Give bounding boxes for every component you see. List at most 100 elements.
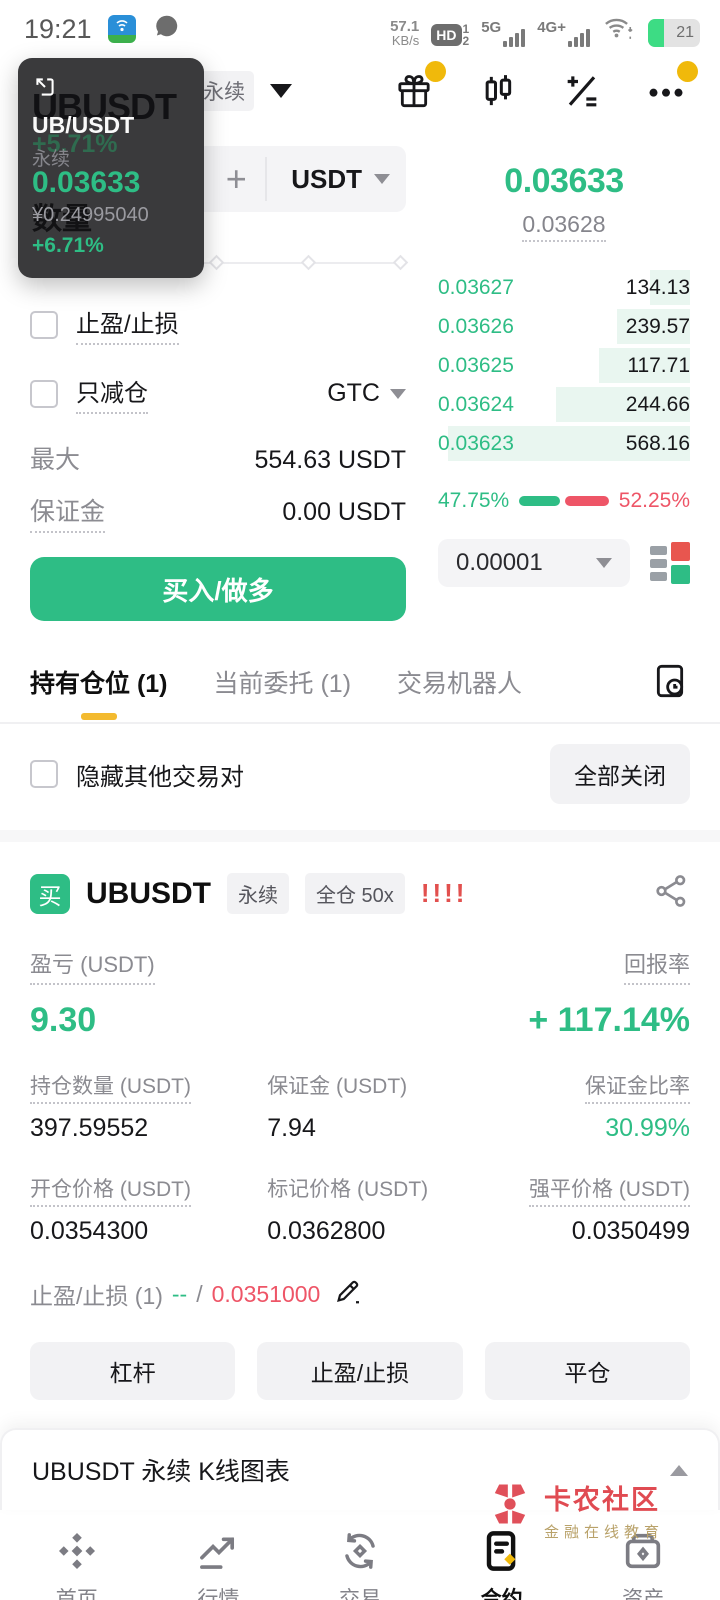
plus-stepper-button[interactable]: + — [225, 158, 247, 199]
sell-ratio-bar — [564, 496, 609, 506]
contract-type-badge: 永续 — [194, 71, 255, 111]
ghost-symbol-text: UBUSDT — [32, 86, 177, 127]
orderbook-row[interactable]: 0.03626 239.57 — [438, 307, 690, 346]
entry-price-label: 开仓价格 (USDT) — [30, 1178, 191, 1207]
depth-bar — [599, 348, 690, 383]
tooltip-fiat-price: ¥0.24995040 — [32, 204, 149, 226]
chart-candles-button[interactable] — [478, 71, 518, 111]
roe-label: 回报率 — [623, 947, 690, 985]
orderbook-row[interactable]: 0.03627 134.13 — [438, 268, 690, 307]
tab-trading-bots[interactable]: 交易机器人 — [397, 669, 523, 698]
margin-ratio-label: 保证金比率 — [584, 1075, 690, 1104]
tick-size-dropdown[interactable]: 0.00001 — [438, 539, 630, 587]
nav-contracts[interactable]: 合约 — [431, 1528, 573, 1600]
max-value: 554.63 USDT — [254, 446, 406, 474]
position-type-badge: 永续 — [227, 873, 289, 914]
take-profit-value: -- — [171, 1280, 188, 1307]
share-button[interactable] — [652, 872, 690, 915]
roe-value: + 117.14% — [528, 1001, 690, 1039]
kline-title: UBUSDT 永续 K线图表 — [32, 1458, 290, 1486]
mark-price: 0.03628 — [522, 211, 606, 242]
sell-ratio: 52.25% — [618, 489, 690, 512]
position-symbol: UBUSDT — [86, 876, 211, 910]
time-in-force-dropdown[interactable]: GTC — [327, 379, 406, 408]
chat-bubble-icon — [152, 12, 182, 47]
tpsl-checkbox[interactable] — [30, 310, 58, 339]
tooltip-contract-type: 永续 — [32, 149, 71, 170]
margin-mode-badge: 全仓 50x — [305, 873, 405, 914]
order-book: 0.03633 0.03628 0.03627 134.13 0.03626 2… — [438, 122, 690, 621]
buy-long-button[interactable]: 买入/做多 — [30, 557, 406, 621]
buy-ratio-bar — [519, 496, 560, 506]
slider-tick[interactable] — [300, 254, 317, 271]
orderbook-row[interactable]: 0.03625 117.71 — [438, 346, 690, 385]
signal-5g-icon: 5G — [481, 20, 526, 47]
clock: 19:21 — [24, 13, 92, 44]
risk-indicator: !!!! — [420, 878, 468, 908]
unit-dropdown[interactable]: USDT — [265, 157, 406, 201]
watermark-subtitle: 金融在线教育 — [543, 1524, 664, 1541]
order-history-button[interactable] — [650, 661, 690, 722]
chevron-down-icon — [374, 174, 390, 184]
position-card: 买 UBUSDT 永续 全仓 50x !!!! 盈亏 (USDT) 回报率 9.… — [0, 842, 720, 1400]
margin-label: 保证金 — [30, 492, 106, 533]
bottom-nav: 首页 行情 交易 合约 资产 — [0, 1510, 720, 1600]
entry-price-value: 0.0354300 — [30, 1217, 149, 1245]
tab-positions[interactable]: 持有仓位 (1) — [30, 664, 168, 720]
reduce-only-checkbox[interactable] — [30, 379, 58, 408]
pnl-label: 盈亏 (USDT) — [30, 947, 155, 985]
depth-bar — [448, 426, 690, 461]
chevron-down-icon — [390, 388, 406, 399]
position-qty-value: 397.59552 — [30, 1114, 149, 1142]
nav-home[interactable]: 首页 — [6, 1528, 148, 1600]
hide-other-pairs-checkbox[interactable] — [30, 760, 58, 788]
corner-arrow-icon — [32, 74, 58, 105]
hide-other-pairs-label: 隐藏其他交易对 — [76, 763, 244, 791]
orderbook-row[interactable]: 0.03623 568.16 — [438, 424, 690, 463]
depth-bar — [649, 270, 690, 305]
max-label: 最大 — [30, 446, 81, 474]
pair-preview-tooltip[interactable]: UBUSDT UB/USDT +5.71% 永续 0.03633 数量 ¥0.2… — [18, 58, 204, 278]
tooltip-price: 0.03633 — [32, 166, 141, 199]
chevron-up-icon — [670, 1464, 688, 1476]
ghost-qty-text: 数量 — [32, 203, 92, 236]
liq-price-label: 强平价格 (USDT) — [528, 1178, 690, 1207]
wifi-icon — [602, 12, 636, 47]
calculator-button[interactable] — [562, 71, 602, 111]
gift-button[interactable] — [394, 61, 446, 111]
depth-bar — [556, 387, 690, 422]
orderbook-layout-button[interactable] — [650, 542, 690, 584]
buy-side-badge: 买 — [30, 873, 70, 914]
nav-assets[interactable]: 资产 — [572, 1528, 714, 1600]
margin-ratio-value: 30.99% — [605, 1114, 690, 1142]
chevron-down-icon[interactable] — [270, 84, 293, 98]
notification-dot — [677, 61, 698, 82]
depth-bar — [616, 309, 690, 344]
tpsl-button[interactable]: 止盈/止损 — [257, 1342, 463, 1400]
watermark-title: 卡农社区 — [543, 1485, 660, 1515]
nav-trade[interactable]: 交易 — [289, 1528, 431, 1600]
slider-tick[interactable] — [392, 254, 409, 271]
position-qty-label: 持仓数量 (USDT) — [30, 1075, 191, 1104]
mark-price-value: 0.0362800 — [267, 1217, 386, 1245]
section-divider — [0, 830, 720, 842]
close-position-button[interactable]: 平仓 — [484, 1342, 690, 1400]
mark-price-label: 标记价格 (USDT) — [267, 1178, 429, 1201]
nav-markets[interactable]: 行情 — [148, 1528, 290, 1600]
position-margin-label: 保证金 (USDT) — [267, 1075, 408, 1098]
close-all-button[interactable]: 全部关闭 — [550, 744, 690, 804]
tooltip-pair: UB/USDT — [32, 112, 135, 138]
leverage-button[interactable]: 杠杆 — [30, 1342, 236, 1400]
liq-price-value: 0.0350499 — [571, 1217, 690, 1245]
slider-tick[interactable] — [208, 254, 225, 271]
tpsl-checkbox-label: 止盈/止损 — [76, 304, 179, 345]
orderbook-row[interactable]: 0.03624 244.66 — [438, 385, 690, 424]
tab-open-orders[interactable]: 当前委托 (1) — [213, 669, 352, 698]
kline-panel-toggle[interactable]: UBUSDT 永续 K线图表 — [0, 1428, 720, 1510]
edit-tpsl-button[interactable] — [333, 1276, 363, 1312]
more-button[interactable] — [646, 61, 698, 111]
hotspot-app-icon — [107, 15, 136, 43]
margin-value: 0.00 USDT — [282, 498, 406, 526]
amount-slider[interactable] — [24, 248, 409, 276]
